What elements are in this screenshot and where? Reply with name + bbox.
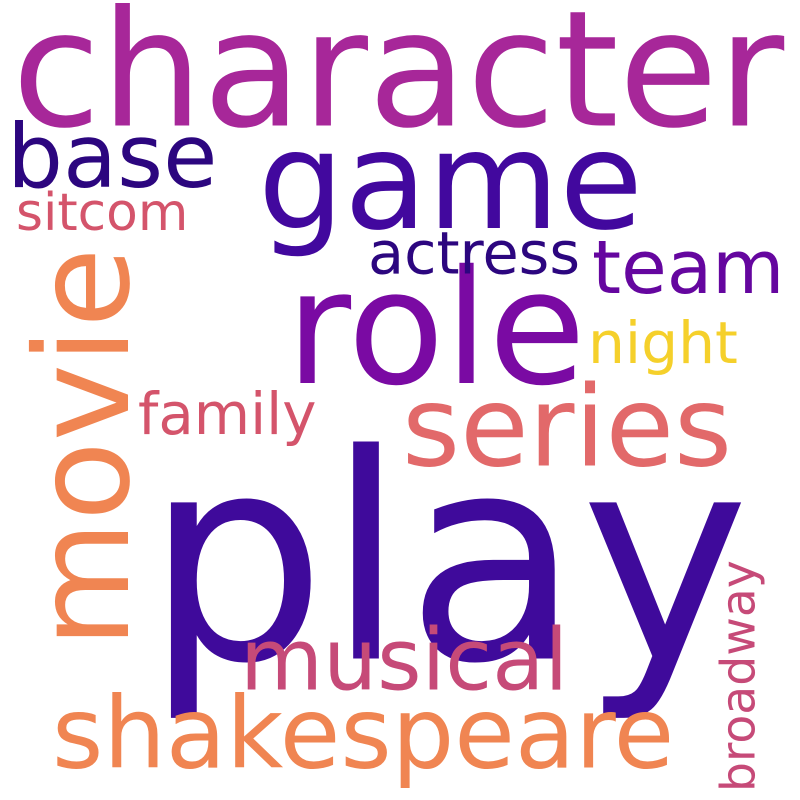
word-play: play xyxy=(145,394,750,727)
word-sitcom: sitcom xyxy=(16,183,189,243)
word-character: character xyxy=(12,0,785,165)
word-night: night xyxy=(588,309,738,377)
word-movie: movie xyxy=(7,247,159,649)
word-series: series xyxy=(402,363,733,493)
word-shakespeare: shakespeare xyxy=(52,677,675,792)
word-game: game xyxy=(258,103,643,261)
word-family: family xyxy=(138,380,317,448)
word-actress: actress xyxy=(368,218,581,288)
word-base: base xyxy=(7,105,218,208)
word-broadway: broadway xyxy=(711,560,767,792)
word-team: team xyxy=(592,225,785,311)
word-musical: musical xyxy=(240,611,569,711)
word-role: role xyxy=(286,237,586,421)
